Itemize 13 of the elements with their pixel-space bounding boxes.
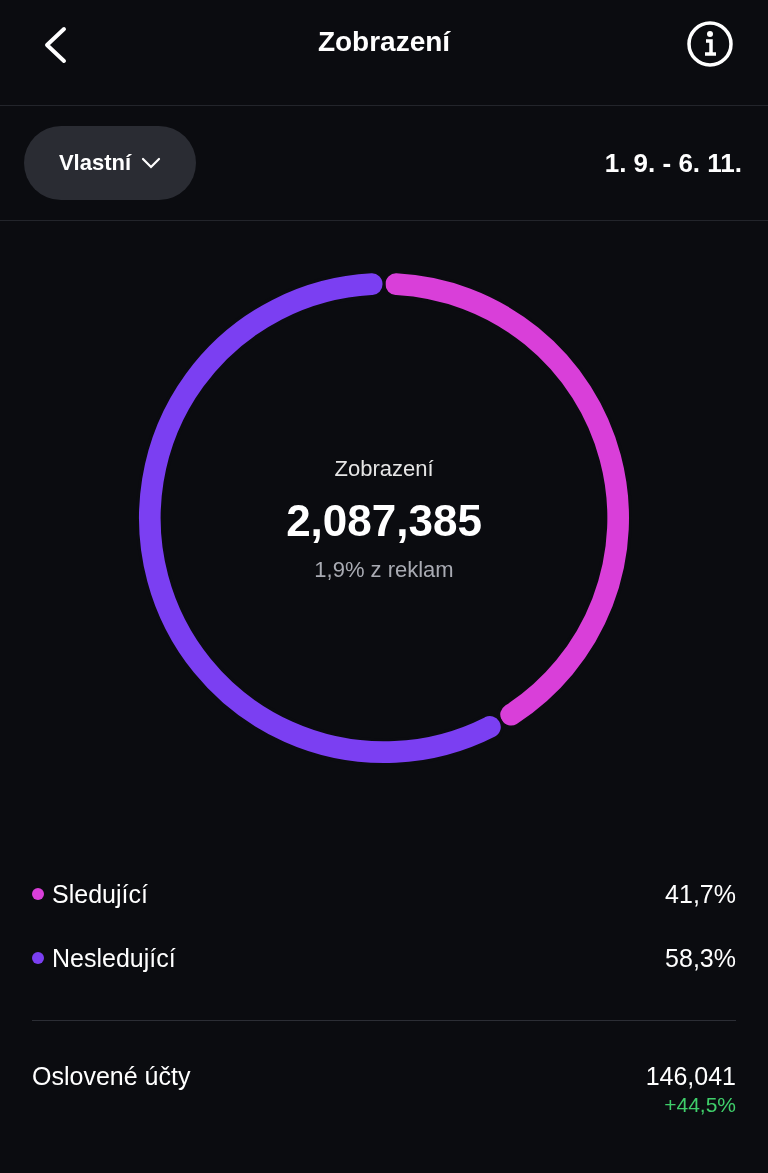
legend-label: Nesledující xyxy=(52,943,177,973)
text: Vlastní xyxy=(58,150,132,176)
text: Zobrazení xyxy=(334,456,434,481)
text: 1. 9. - 6. 11. xyxy=(604,148,742,178)
data-label: 41,7% xyxy=(665,879,736,909)
text: 2,087,385 xyxy=(286,496,482,545)
text: +44,5% xyxy=(664,1093,736,1116)
legend-label: Sledující xyxy=(52,879,149,909)
text: 146,041 xyxy=(645,1062,736,1090)
chart-title: Zobrazení xyxy=(317,26,451,57)
data-label: 58,3% xyxy=(665,943,736,973)
text: Oslovené účty xyxy=(32,1062,191,1090)
text: 1,9% z reklam xyxy=(314,557,454,582)
